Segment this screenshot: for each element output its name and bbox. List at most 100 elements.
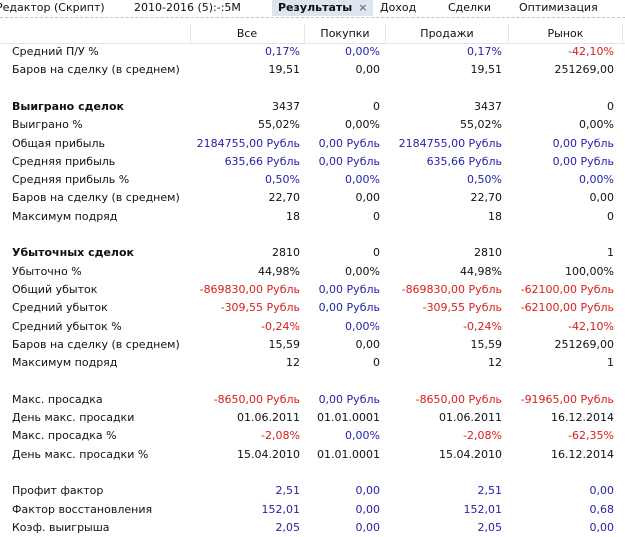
value-all: 15,59 [268,337,301,351]
row-label: Фактор восстановления [12,502,153,516]
value-sells: -309,55 Рубль [422,301,502,315]
value-all: 635,66 Рубль [224,154,300,168]
table-row: Средний убыток % -0,24% 0,00% -0,24% -42,10% [0,318,625,336]
header-all[interactable]: Все [190,24,305,43]
value-all: 2810 [272,246,300,260]
value-all: 2,05 [275,520,301,534]
value-sells: 2,51 [477,484,503,498]
value-all: -309,55 Рубль [220,301,300,315]
value-all: 3437 [272,99,300,113]
row-label: Макс. просадка [12,392,103,406]
header-market[interactable]: Рынок [509,24,623,43]
value-buys: 0,00% [345,319,380,333]
value-market: -42,10% [568,319,614,333]
table-row: Общий убыток -869830,00 Рубль 0,00 Рубль -8… [0,281,625,299]
value-buys: 0 [373,99,380,113]
value-market: -42,10% [568,45,614,58]
row-label: Убыточно % [12,264,82,278]
row-label: Максимум подряд [12,209,118,223]
row-label: Коэф. выигрыша [12,520,110,534]
value-buys: 0,00% [345,429,380,443]
value-buys: 0,00 [355,63,381,77]
value-buys: 0,00 Рубль [318,136,380,150]
tab-results[interactable]: Результаты × [272,0,374,16]
header-buys[interactable]: Покупки [305,24,386,43]
header-label [0,24,191,43]
tab-bar: Редактор (Скрипт) 2010-2016 (5):-:5M Рез… [0,0,625,18]
table-row: Максимум подряд 12 0 12 1 [0,354,625,372]
table-row: Выиграно сделок 3437 0 3437 0 [0,98,625,116]
tab-dataset[interactable]: 2010-2016 (5):-:5M [134,1,241,14]
table-row: Баров на сделку (в среднем) 22,70 0,00 22,7… [0,189,625,207]
table-row: Средний П/У % 0,17% 0,00% 0,17% -42,10% [0,43,625,61]
value-sells: 18 [488,209,502,223]
tab-optimization[interactable]: Оптимизация [519,1,598,14]
value-market: 0,00% [579,173,614,187]
value-sells: -869830,00 Рубль [401,282,502,296]
value-buys: 0,00% [345,45,380,58]
value-buys: 0 [373,209,380,223]
row-label: День макс. просадки [12,411,135,424]
value-all: -2,08% [261,429,300,443]
value-all: 12 [286,356,300,370]
value-all: 22,70 [268,191,301,205]
table-row: Средняя прибыль % 0,50% 0,00% 0,50% 0,00% [0,171,625,189]
value-buys: 01.01.0001 [317,411,380,424]
value-sells: 19,51 [470,63,503,77]
table-row: Убыточно % 44,98% 0,00% 44,98% 100,00% [0,263,625,281]
value-market: 16.12.2014 [551,447,614,461]
table-row: Средняя прибыль 635,66 Рубль 0,00 Рубль 635… [0,153,625,171]
tab-trades[interactable]: Сделки [448,1,491,14]
value-market: 0,00 [589,520,615,534]
value-market: 0,00 Рубль [552,154,614,168]
value-sells: 01.06.2011 [439,411,502,424]
value-all: 15.04.2010 [237,447,300,461]
value-sells: 152,01 [463,502,503,516]
tab-results-label: Результаты [278,1,353,14]
row-label: Профит фактор [12,484,104,498]
value-market: 16.12.2014 [551,411,614,424]
tab-income[interactable]: Доход [380,1,417,14]
value-sells: 55,02% [460,118,502,132]
row-label: Средний убыток [12,301,108,315]
value-sells: 15,59 [470,337,503,351]
value-buys: 01.01.0001 [317,447,380,461]
row-label: Общий убыток [12,282,98,296]
value-buys: 0,00 Рубль [318,301,380,315]
value-market: 1 [607,356,614,370]
value-buys: 0,00 [355,337,381,351]
value-market: 0 [607,99,614,113]
table-row: День макс. просадки % 15.04.2010 01.01.000… [0,446,625,464]
table-row: Выиграно % 55,02% 0,00% 55,02% 0,00% [0,116,625,134]
row-label: Убыточных сделок [12,246,135,260]
value-all: 2184755,00 Рубль [196,136,300,150]
table-row: День макс. просадки 01.06.2011 01.01.0001 0… [0,409,625,427]
value-sells: 2810 [474,246,502,260]
close-icon[interactable]: × [358,1,368,14]
value-all: -869830,00 Рубль [199,282,300,296]
value-sells: 44,98% [460,264,502,278]
value-market: 0,00 Рубль [552,136,614,150]
row-label: День макс. просадки % [12,447,149,461]
value-market: -62100,00 Рубль [520,282,614,296]
value-market: 251269,00 [554,337,615,351]
row-label: Баров на сделку (в среднем) [12,63,180,77]
value-sells: -8650,00 Рубль [415,392,502,406]
table-row: Коэф. выигрыша 2,05 0,00 2,05 0,00 [0,519,625,537]
value-all: 0,50% [265,173,300,187]
row-label: Макс. просадка % [12,429,117,443]
table-row: Профит фактор 2,51 0,00 2,51 0,00 [0,482,625,500]
value-buys: 0,00% [345,264,380,278]
value-buys: 0,00 [355,520,381,534]
table-row: Убыточных сделок 2810 0 2810 1 [0,244,625,262]
row-label: Средняя прибыль % [12,173,130,187]
value-market: 0,00 [589,484,615,498]
table-row: Средний убыток -309,55 Рубль 0,00 Рубль -30… [0,299,625,317]
header-sells[interactable]: Продажи [386,24,509,43]
value-sells: 635,66 Рубль [426,154,502,168]
value-buys: 0,00% [345,118,380,132]
tab-editor[interactable]: Редактор (Скрипт) [0,1,105,14]
value-all: 55,02% [258,118,300,132]
value-market: 100,00% [565,264,614,278]
value-all: 152,01 [261,502,301,516]
